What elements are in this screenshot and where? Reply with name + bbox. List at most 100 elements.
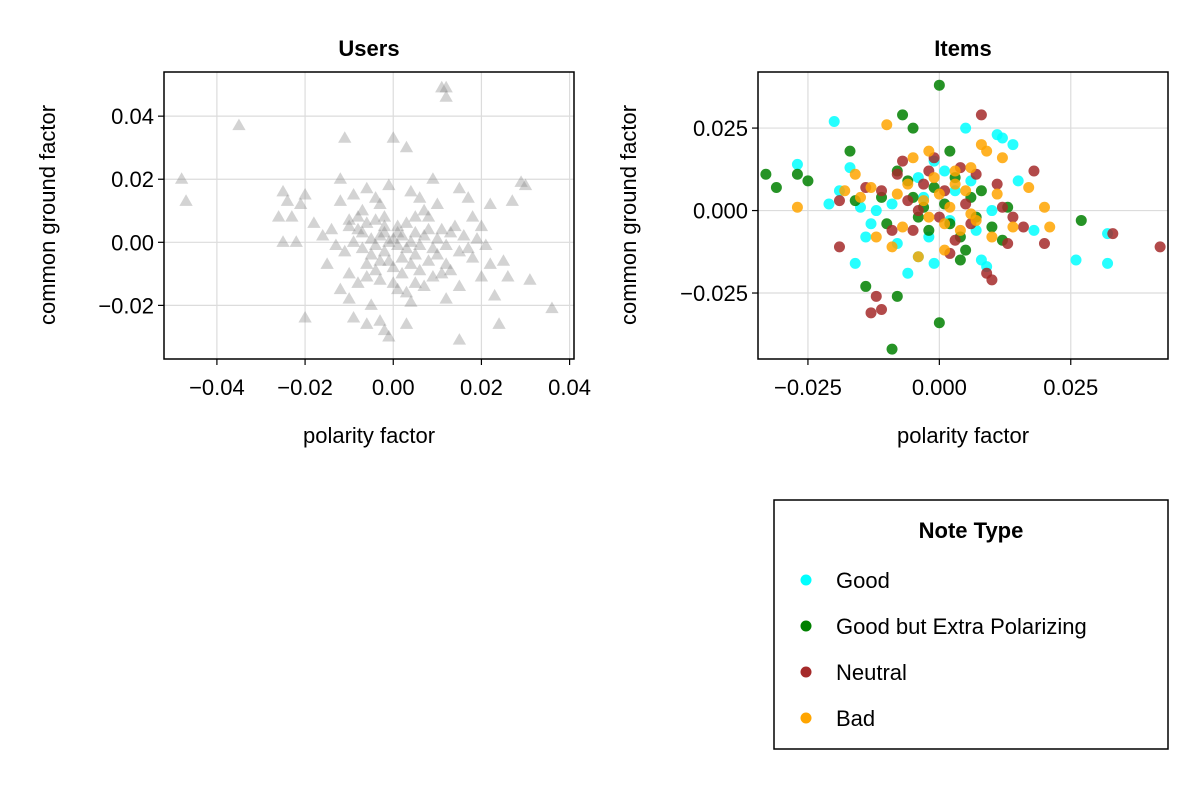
user-point — [364, 298, 378, 310]
item-point — [1070, 254, 1082, 266]
item-point — [760, 168, 772, 180]
user-point — [496, 254, 511, 266]
item-point — [791, 158, 803, 170]
legend-label: Good — [836, 568, 890, 593]
user-point — [333, 282, 347, 295]
user-point — [443, 263, 458, 276]
user-point — [408, 210, 422, 222]
item-point — [891, 168, 903, 180]
item-point — [849, 168, 861, 180]
legend-label: Good but Extra Polarizing — [836, 614, 1087, 639]
item-point — [865, 218, 877, 230]
user-point — [452, 244, 467, 257]
items-chart-title: Items — [934, 36, 991, 61]
items-y-ticks: −0.025 0.000 0.025 — [680, 116, 758, 306]
legend-item: Good — [800, 568, 890, 593]
user-point — [333, 172, 347, 184]
user-point — [307, 216, 321, 228]
user-point — [421, 254, 436, 266]
items-x-tick-label: −0.025 — [774, 375, 842, 400]
legend-marker — [800, 666, 812, 678]
item-point — [996, 132, 1008, 144]
user-point — [377, 219, 392, 232]
user-point — [346, 235, 361, 247]
user-point — [474, 270, 489, 282]
user-point — [174, 172, 189, 184]
user-point — [373, 254, 387, 266]
user-point — [391, 225, 405, 238]
user-point — [351, 276, 365, 288]
user-point — [439, 238, 453, 251]
users-gridlines — [164, 72, 574, 359]
legend-title: Note Type — [919, 518, 1024, 543]
item-point — [975, 109, 987, 121]
user-point — [421, 222, 436, 235]
user-point — [417, 229, 431, 241]
item-point — [907, 224, 919, 236]
user-point — [404, 257, 418, 269]
user-point — [373, 273, 387, 285]
user-point — [364, 247, 378, 260]
item-point — [791, 168, 803, 180]
items-y-axis-label: common ground factor — [616, 105, 641, 325]
user-point — [435, 266, 449, 279]
item-point — [886, 198, 898, 210]
user-point — [505, 194, 519, 206]
item-point — [828, 115, 840, 127]
item-point — [939, 218, 951, 230]
user-point — [395, 229, 409, 241]
user-point — [333, 194, 347, 206]
item-point — [860, 231, 872, 243]
item-point — [912, 251, 924, 263]
user-point — [408, 225, 422, 238]
user-point — [404, 235, 418, 247]
users-x-tick-label: 0.00 — [372, 375, 415, 400]
item-point — [886, 224, 898, 236]
user-point — [382, 329, 396, 342]
item-point — [923, 145, 935, 157]
user-point — [413, 238, 427, 251]
item-point — [918, 195, 930, 207]
user-point — [461, 241, 475, 254]
item-point — [865, 181, 877, 193]
user-point — [276, 235, 290, 247]
item-point — [965, 208, 977, 220]
item-point — [1154, 241, 1166, 253]
user-point — [404, 184, 418, 197]
user-point — [351, 210, 365, 222]
item-point — [933, 317, 945, 329]
user-point — [382, 254, 396, 266]
user-point — [373, 197, 387, 210]
users-y-tick-label: −0.02 — [98, 293, 154, 318]
user-point — [364, 232, 378, 244]
user-point — [492, 317, 506, 329]
user-point — [360, 181, 374, 194]
user-point — [360, 216, 374, 228]
item-point — [891, 188, 903, 200]
user-point — [338, 244, 352, 257]
item-point — [928, 257, 940, 269]
users-plot-frame — [163, 71, 575, 360]
item-point — [802, 175, 814, 187]
user-point — [377, 323, 392, 336]
user-point — [355, 225, 370, 238]
user-point — [514, 175, 528, 187]
user-point — [386, 131, 400, 143]
legend-label: Neutral — [836, 660, 907, 685]
item-point — [1023, 181, 1035, 193]
items-x-axis-label: polarity factor — [897, 423, 1029, 448]
user-point — [518, 178, 533, 191]
item-point — [823, 198, 835, 210]
user-point — [430, 197, 444, 210]
item-point — [939, 244, 951, 256]
user-point — [399, 285, 414, 298]
user-point — [342, 292, 356, 304]
item-point — [844, 145, 856, 157]
items-plot-frame — [757, 71, 1169, 360]
users-x-tick-label: 0.04 — [548, 375, 591, 400]
user-point — [373, 314, 387, 326]
user-point — [452, 279, 467, 292]
users-x-tick-label: −0.02 — [277, 375, 333, 400]
items-points — [760, 79, 1166, 355]
item-point — [949, 178, 961, 190]
